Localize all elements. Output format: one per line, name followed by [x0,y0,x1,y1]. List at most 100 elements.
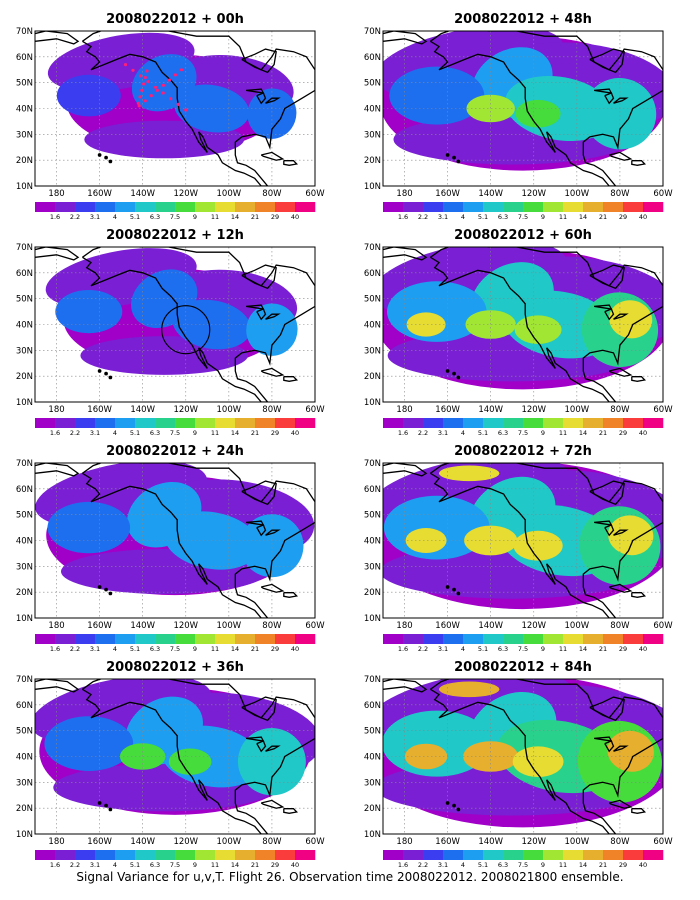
longitude-tick-label: 140W [130,621,155,631]
colorbar-swatch [643,202,664,212]
observation-point [138,74,143,78]
coastline [589,264,625,290]
colorbar-swatch [483,418,504,428]
colorbar-swatch [55,418,76,428]
colorbar-label: 3.1 [90,213,100,221]
coastline [82,463,315,618]
colorbar-swatch [295,202,316,212]
map-panel-5: 2008022012 + 48h 70N 60N 50N 40N 30N 20N 10N 180… [364,12,673,221]
colorbar-label: 9 [541,429,545,437]
colorbar-label: 7.5 [518,861,528,869]
colorbar-label: 5.1 [130,213,140,221]
observation-point [149,94,153,98]
colorbar-swatch [623,850,644,860]
colorbar-label: 14 [579,213,587,221]
coastline [241,48,277,74]
latitude-tick-label: 60N [364,701,381,711]
colorbar-label: 29 [271,861,279,869]
observation-point [142,82,146,86]
latitude-tick-label: 10N [16,830,33,840]
colorbar-label: 3.1 [438,861,448,869]
coastline [383,679,428,693]
longitude-tick-label: 160W [87,837,112,847]
map-panel-3: 2008022012 + 24h 70N 60N 50N 40N 30N 20N 10N 180… [16,444,325,653]
colorbar-swatch [503,850,524,860]
colorbar-label: 21 [599,429,607,437]
colorbar-label: 1.6 [398,861,408,869]
colorbar-swatch [135,634,156,644]
colorbar-label: 7.5 [518,429,528,437]
island [456,159,461,164]
variance-contour [47,501,131,554]
longitude-tick-label: 60W [653,189,673,199]
latitude-tick-label: 60N [364,485,381,495]
colorbar-label: 9 [541,213,545,221]
colorbar-label: 1.6 [50,213,60,221]
colorbar-swatch [423,202,444,212]
map-frame [382,462,664,619]
colorbar-swatch [403,850,424,860]
latitude-tick-label: 20N [364,156,381,166]
colorbar-swatch [135,202,156,212]
latitude-tick-label: 10N [364,614,381,624]
coastline [260,583,285,593]
latitude-tick-label: 70N [16,243,33,253]
coastline [430,31,663,186]
coastlines [383,679,663,834]
coastline [631,376,647,382]
colorbar-swatch [563,418,584,428]
coastline [613,313,629,320]
latitude-tick-label: 70N [16,27,33,37]
variance-contour [583,78,657,150]
colorbar-label: 3.1 [90,861,100,869]
colorbar-swatch [423,634,444,644]
longitude-tick-label: 160W [87,621,112,631]
coastline [604,92,615,105]
coastline [608,583,633,593]
longitude-tick-label: 180 [396,621,412,631]
latitude-tick-label: 40N [364,105,381,115]
graticule [383,679,663,834]
coastlines [35,463,315,618]
colorbar-label: 2.2 [418,861,428,869]
colorbar: 1.6 2.2 3.1 4 5.1 6.3 7.5 9 11 14 21 29 40 [383,850,664,869]
colorbar-swatch [383,418,404,428]
colorbar: 1.6 2.2 3.1 4 5.1 6.3 7.5 9 11 14 21 29 40 [35,202,316,221]
longitude-tick-label: 160W [435,189,460,199]
coastline [613,529,629,536]
longitude-tick-label: 120W [521,189,546,199]
variance-field [45,248,298,375]
colorbar-label: 1.6 [398,429,408,437]
coastlines [35,679,315,834]
colorbar-label: 7.5 [518,213,528,221]
colorbar-swatch [643,634,664,644]
colorbar-label: 6.3 [498,213,508,221]
panel-title: 2008022012 + 36h [106,660,244,675]
colorbar-swatch [463,418,484,428]
colorbar-label: 6.3 [150,861,160,869]
island [456,591,461,596]
coastlines [383,247,663,402]
latitude-tick-label: 30N [16,778,33,788]
latitude-tick-label: 20N [364,588,381,598]
longitude-tick-label: 120W [521,405,546,415]
colorbar-swatch [503,418,524,428]
colorbar-label: 9 [541,645,545,653]
longitude-tick-label: 60W [305,837,325,847]
colorbar-label: 5.1 [130,861,140,869]
colorbar-label: 3.1 [90,429,100,437]
colorbar-swatch [583,418,604,428]
colorbar-swatch [483,850,504,860]
observation-point [161,91,165,95]
observation-point [138,95,142,99]
observation-point [143,99,147,103]
colorbar-swatch [75,202,96,212]
colorbar-swatch [295,850,316,860]
colorbar-swatch [115,634,136,644]
variance-contour [240,514,304,578]
longitude-tick-label: 180 [396,405,412,415]
longitude-tick-label: 60W [305,621,325,631]
colorbar-swatch [463,850,484,860]
colorbar-label: 11 [211,429,219,437]
colorbar-swatch [75,418,96,428]
